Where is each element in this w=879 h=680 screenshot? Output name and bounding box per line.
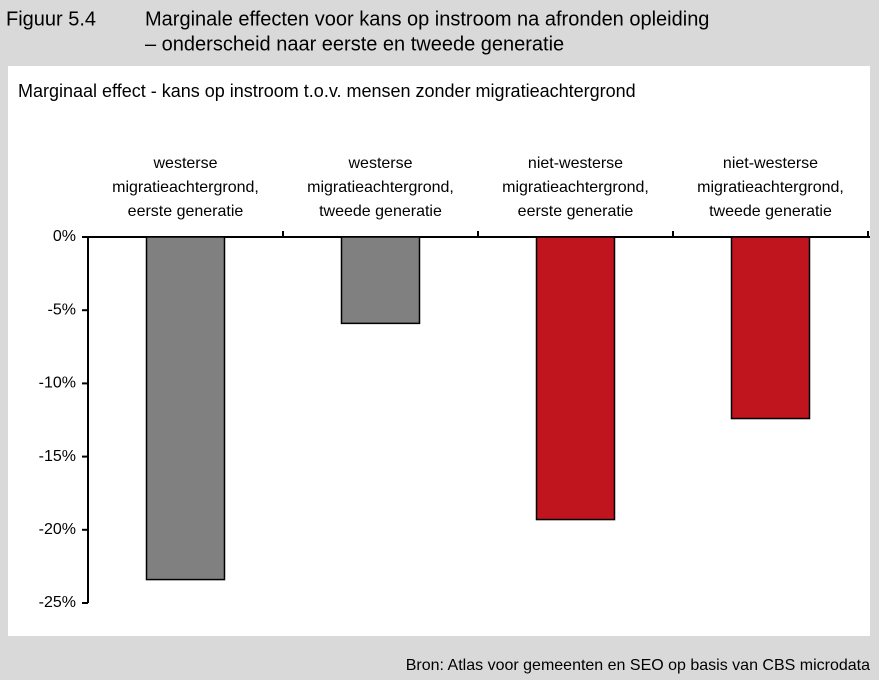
y-tick-label: -5% <box>48 301 76 318</box>
x-tick-label: westerse migratieachtergrond, eerste gen… <box>112 155 259 220</box>
y-tick-label: -25% <box>39 594 76 611</box>
chart-title: – onderscheid naar eerste en tweede gene… <box>145 33 564 55</box>
x-tick-label: niet-westerse migratieachtergrond, eerst… <box>502 155 649 220</box>
bar <box>535 236 616 521</box>
bar <box>145 236 226 581</box>
bar <box>730 236 811 420</box>
source: Bron: Atlas voor gemeenten en SEO op bas… <box>406 657 870 674</box>
bar <box>340 236 421 325</box>
figure-label: Figuur 5.4 <box>6 8 96 30</box>
x-tick-label: westerse migratieachtergrond, tweede gen… <box>307 155 454 220</box>
x-tick-label: niet-westerse migratieachtergrond, tweed… <box>697 155 844 220</box>
y-tick-label: -20% <box>39 521 76 538</box>
chart-title: Marginale effecten voor kans op instroom… <box>145 8 709 30</box>
y-tick-label: -10% <box>39 375 76 392</box>
y-tick-label: 0% <box>53 228 76 245</box>
y-tick-label: -15% <box>39 448 76 465</box>
y-axis-label: Marginaal effect - kans op instroom t.o.… <box>18 81 636 101</box>
